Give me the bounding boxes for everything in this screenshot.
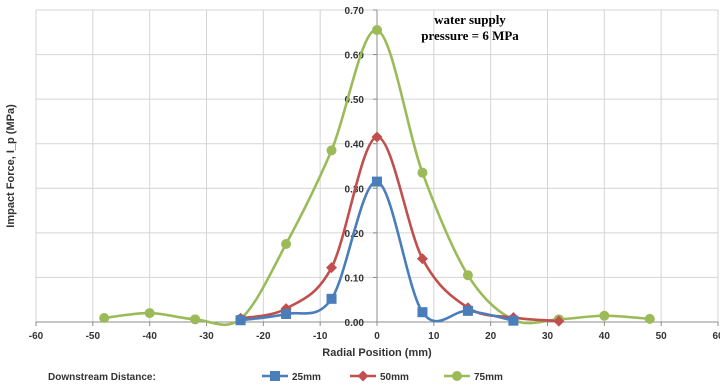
x-tick-label: 50 bbox=[656, 331, 668, 342]
legend-item-25mm: 25mm bbox=[262, 371, 321, 383]
legend-title: Downstream Distance: bbox=[48, 372, 156, 383]
data-point-25mm bbox=[281, 308, 292, 319]
x-tick-label: -60 bbox=[29, 331, 44, 342]
legend: Downstream Distance: 25mm 50mm 75mm bbox=[48, 370, 503, 383]
x-tick-label: -40 bbox=[142, 331, 157, 342]
x-tick-label: 40 bbox=[599, 331, 611, 342]
data-point-75mm bbox=[372, 25, 382, 36]
data-point-25mm bbox=[417, 307, 428, 318]
legend-item-50mm: 50mm bbox=[350, 370, 409, 383]
legend-item-75mm: 75mm bbox=[444, 371, 503, 383]
y-tick-label: 0.60 bbox=[345, 51, 365, 62]
x-tick-label: 20 bbox=[485, 331, 497, 342]
legend-label-50mm: 50mm bbox=[380, 372, 409, 383]
legend-label-75mm: 75mm bbox=[474, 372, 503, 383]
data-point-75mm bbox=[144, 308, 155, 319]
y-tick-label: 0.70 bbox=[345, 6, 365, 17]
data-point-50mm bbox=[553, 315, 565, 327]
data-point-25mm bbox=[235, 315, 246, 326]
data-point-50mm bbox=[416, 253, 428, 265]
data-point-75mm bbox=[644, 313, 655, 324]
x-tick-label: -30 bbox=[199, 331, 214, 342]
data-point-75mm bbox=[417, 167, 428, 178]
data-point-25mm bbox=[462, 305, 473, 316]
data-point-75mm bbox=[599, 310, 610, 321]
x-tick-label: 0 bbox=[374, 331, 380, 342]
x-axis-title: Radial Position (mm) bbox=[322, 347, 432, 359]
axes bbox=[35, 9, 719, 326]
x-tick-label: 30 bbox=[542, 331, 554, 342]
data-point-75mm bbox=[326, 145, 337, 156]
annotation-line-2: pressure = 6 MPa bbox=[421, 28, 519, 43]
data-point-25mm bbox=[372, 176, 382, 187]
legend-marker-25mm bbox=[270, 371, 280, 381]
y-tick-label: 0.40 bbox=[345, 140, 365, 151]
legend-marker-75mm bbox=[452, 371, 462, 381]
x-tick-label: -10 bbox=[313, 331, 328, 342]
series-25mm bbox=[235, 176, 519, 326]
x-tick-label: 10 bbox=[428, 331, 440, 342]
y-axis-title: Impact Force, I_p (MPa) bbox=[5, 104, 17, 228]
data-point-25mm bbox=[326, 293, 337, 304]
x-tick-label: 60 bbox=[712, 331, 720, 342]
data-point-50mm bbox=[326, 262, 338, 274]
data-point-75mm bbox=[281, 239, 292, 249]
legend-label-25mm: 25mm bbox=[292, 372, 321, 383]
y-tick-label: 0.50 bbox=[345, 95, 365, 106]
data-point-75mm bbox=[99, 312, 110, 323]
y-tick-label: 0.10 bbox=[345, 273, 365, 284]
data-point-25mm bbox=[508, 315, 519, 326]
legend-marker-50mm bbox=[357, 370, 369, 382]
data-point-75mm bbox=[190, 314, 201, 325]
y-tick-label: 0.00 bbox=[345, 318, 365, 329]
x-tick-label: -50 bbox=[86, 331, 101, 342]
annotation-line-1: water supply bbox=[434, 12, 506, 27]
series-layer bbox=[99, 25, 655, 327]
data-point-75mm bbox=[462, 270, 473, 281]
x-tick-label: -20 bbox=[256, 331, 271, 342]
data-point-50mm bbox=[371, 131, 383, 143]
